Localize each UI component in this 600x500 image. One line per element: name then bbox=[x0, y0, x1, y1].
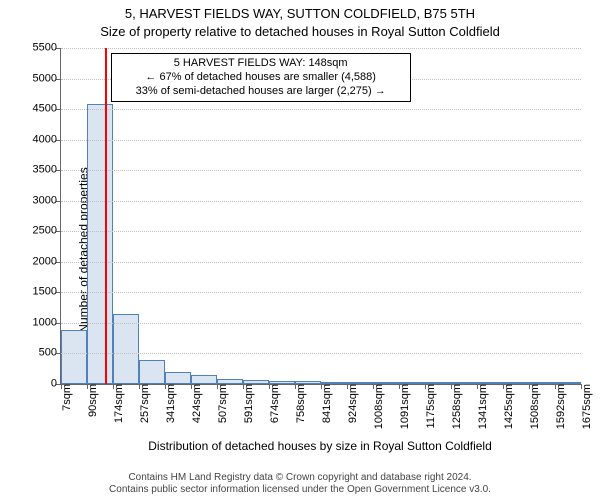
x-tick-label: 1425sqm bbox=[503, 384, 515, 429]
y-tick-label: 2000 bbox=[17, 256, 57, 267]
grid-line bbox=[61, 170, 581, 171]
x-tick-label: 257sqm bbox=[139, 384, 151, 423]
chart-title-sub: Size of property relative to detached ho… bbox=[0, 24, 600, 39]
y-tick-label: 1000 bbox=[17, 317, 57, 328]
grid-line bbox=[61, 353, 581, 354]
y-tick-label: 500 bbox=[17, 348, 57, 359]
y-tick-label: 1500 bbox=[17, 287, 57, 298]
x-tick-label: 841sqm bbox=[321, 384, 333, 423]
legend-line: 5 HARVEST FIELDS WAY: 148sqm bbox=[120, 57, 402, 71]
y-tick-label: 5000 bbox=[17, 73, 57, 84]
legend-line: 33% of semi-detached houses are larger (… bbox=[120, 85, 402, 99]
grid-line bbox=[61, 292, 581, 293]
x-tick-label: 424sqm bbox=[191, 384, 203, 423]
x-tick-label: 90sqm bbox=[87, 384, 99, 417]
x-tick-label: 1258sqm bbox=[451, 384, 463, 429]
histogram-bar bbox=[61, 330, 87, 384]
x-tick-label: 1508sqm bbox=[529, 384, 541, 429]
y-tick-label: 3000 bbox=[17, 195, 57, 206]
plot-area: 0500100015002000250030003500400045005000… bbox=[60, 48, 581, 385]
x-tick-label: 674sqm bbox=[269, 384, 281, 423]
x-tick-label: 758sqm bbox=[295, 384, 307, 423]
x-tick-label: 1008sqm bbox=[373, 384, 385, 429]
y-tick-label: 2500 bbox=[17, 226, 57, 237]
histogram-bar bbox=[87, 104, 113, 384]
grid-line bbox=[61, 140, 581, 141]
x-axis-label: Distribution of detached houses by size … bbox=[60, 439, 580, 453]
attribution-line-1: Contains HM Land Registry data © Crown c… bbox=[0, 472, 600, 484]
chart-title-main: 5, HARVEST FIELDS WAY, SUTTON COLDFIELD,… bbox=[0, 6, 600, 21]
attribution-line-2: Contains public sector information licen… bbox=[0, 484, 600, 496]
x-tick-label: 507sqm bbox=[217, 384, 229, 423]
y-tick-label: 3500 bbox=[17, 165, 57, 176]
x-tick-label: 1091sqm bbox=[399, 384, 411, 429]
x-tick-label: 591sqm bbox=[243, 384, 255, 423]
grid-line bbox=[61, 109, 581, 110]
grid-line bbox=[61, 231, 581, 232]
y-tick-label: 0 bbox=[17, 379, 57, 390]
histogram-bar bbox=[113, 314, 139, 384]
x-tick-label: 1341sqm bbox=[477, 384, 489, 429]
grid-line bbox=[61, 48, 581, 49]
x-tick-label: 1592sqm bbox=[555, 384, 567, 429]
legend-line: ← 67% of detached houses are smaller (4,… bbox=[120, 71, 402, 85]
y-tick-label: 4000 bbox=[17, 134, 57, 145]
grid-line bbox=[61, 262, 581, 263]
y-tick-label: 5500 bbox=[17, 43, 57, 54]
x-tick-label: 7sqm bbox=[61, 384, 73, 411]
x-tick-label: 174sqm bbox=[113, 384, 125, 423]
grid-line bbox=[61, 323, 581, 324]
x-tick-label: 1675sqm bbox=[581, 384, 593, 429]
histogram-bar bbox=[191, 375, 217, 384]
histogram-bar bbox=[165, 372, 191, 384]
chart-container: 5, HARVEST FIELDS WAY, SUTTON COLDFIELD,… bbox=[0, 0, 600, 500]
y-tick-label: 4500 bbox=[17, 104, 57, 115]
x-tick-label: 341sqm bbox=[165, 384, 177, 423]
grid-line bbox=[61, 201, 581, 202]
x-tick-label: 924sqm bbox=[347, 384, 359, 423]
histogram-bar bbox=[139, 360, 165, 384]
x-tick-label: 1175sqm bbox=[425, 384, 437, 428]
property-marker-line bbox=[105, 48, 107, 384]
attribution-text: Contains HM Land Registry data © Crown c… bbox=[0, 472, 600, 496]
legend-box: 5 HARVEST FIELDS WAY: 148sqm← 67% of det… bbox=[111, 53, 411, 102]
